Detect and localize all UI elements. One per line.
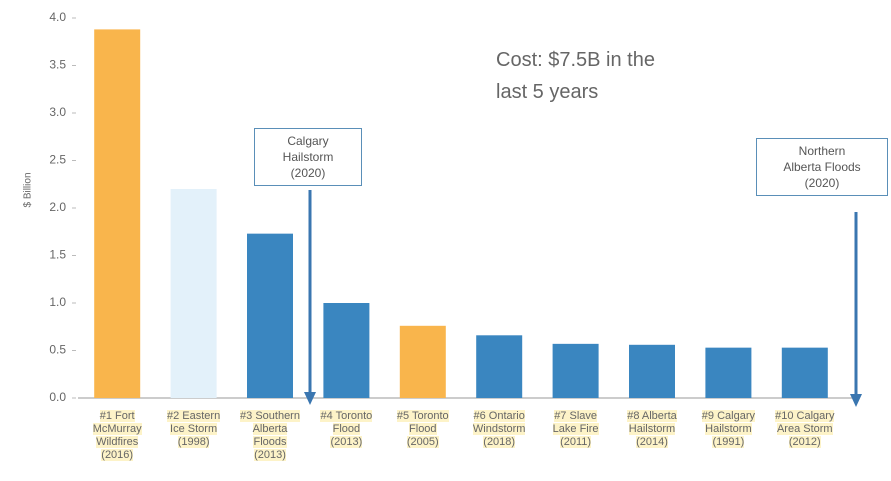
y-tick-label: 1.0 [49,295,66,309]
x-tick-text: #2 Eastern Ice Storm (1998) [166,410,221,448]
x-tick-label: #3 Southern Alberta Floods (2013) [231,410,309,462]
x-tick-label: #9 Calgary Hailstorm (1991) [689,410,767,449]
y-tick-label: 3.0 [49,105,66,119]
arrow-head [850,394,862,407]
bar [552,343,599,398]
y-tick-label: 0.0 [49,390,66,404]
x-tick-text: #4 Toronto Flood (2013) [320,410,373,448]
bar [705,347,752,398]
x-tick-label: #4 Toronto Flood (2013) [307,410,385,449]
x-tick-text: #6 Ontario Windstorm (2018) [472,410,526,448]
bar [629,344,675,398]
x-tick-text: #9 Calgary Hailstorm (1991) [701,410,755,448]
x-tick-text: #10 Calgary Area Storm (2012) [775,410,835,448]
x-tick-text: #8 Alberta Hailstorm (2014) [627,410,677,448]
x-tick-text: #5 Toronto Flood (2005) [396,410,449,448]
y-axis-label: $ Billion [23,172,34,207]
y-tick-label: 0.5 [49,343,66,357]
bar [323,303,370,398]
bar [399,325,446,398]
bar [247,233,293,398]
annotation: Cost: $7.5B in the last 5 years [496,49,655,103]
y-tick-label: 4.0 [49,10,66,24]
x-tick-label: #8 Alberta Hailstorm (2014) [613,410,691,449]
bar [476,335,523,398]
x-tick-label: #5 Toronto Flood (2005) [384,410,462,449]
x-tick-text: #3 Southern Alberta Floods (2013) [240,410,300,461]
annotation-box: Calgary Hailstorm (2020) [254,128,362,186]
y-tick-label: 2.0 [49,200,66,214]
x-tick-label: #10 Calgary Area Storm (2012) [766,410,844,449]
x-tick-label: #6 Ontario Windstorm (2018) [460,410,538,449]
annotation-box: Northern Alberta Floods (2020) [756,138,888,196]
bar [781,347,828,398]
x-tick-label: #1 Fort McMurray Wildfires (2016) [78,410,156,462]
x-tick-text: #1 Fort McMurray Wildfires (2016) [92,410,142,461]
arrow-head [304,392,316,405]
x-tick-text: #7 Slave Lake Fire (2011) [552,410,599,448]
y-tick-label: 3.5 [49,58,66,72]
x-tick-label: #2 Eastern Ice Storm (1998) [155,410,233,449]
bar [94,29,141,399]
bar [170,189,217,398]
y-tick-label: 2.5 [49,153,66,167]
x-tick-label: #7 Slave Lake Fire (2011) [537,410,615,449]
y-tick-label: 1.5 [49,248,66,262]
